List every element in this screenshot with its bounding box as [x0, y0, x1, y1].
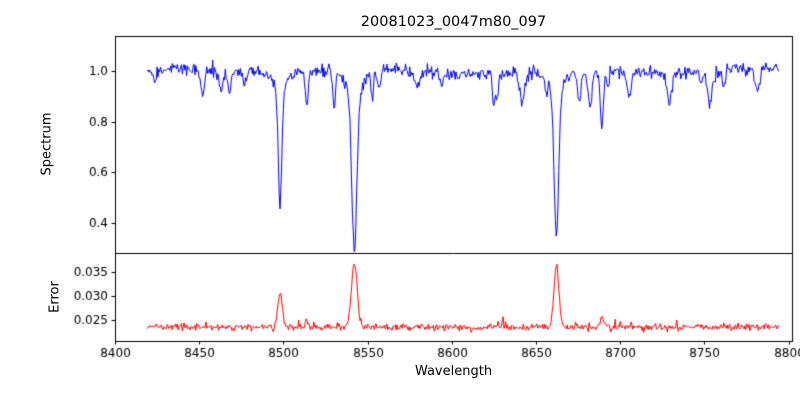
chart-title: 20081023_0047m80_097: [360, 14, 547, 30]
x-axis-label: Wavelength: [414, 364, 493, 379]
error-y-axis-label: Error: [47, 281, 63, 313]
spectrum-y-axis-label: Spectrum: [39, 112, 55, 176]
